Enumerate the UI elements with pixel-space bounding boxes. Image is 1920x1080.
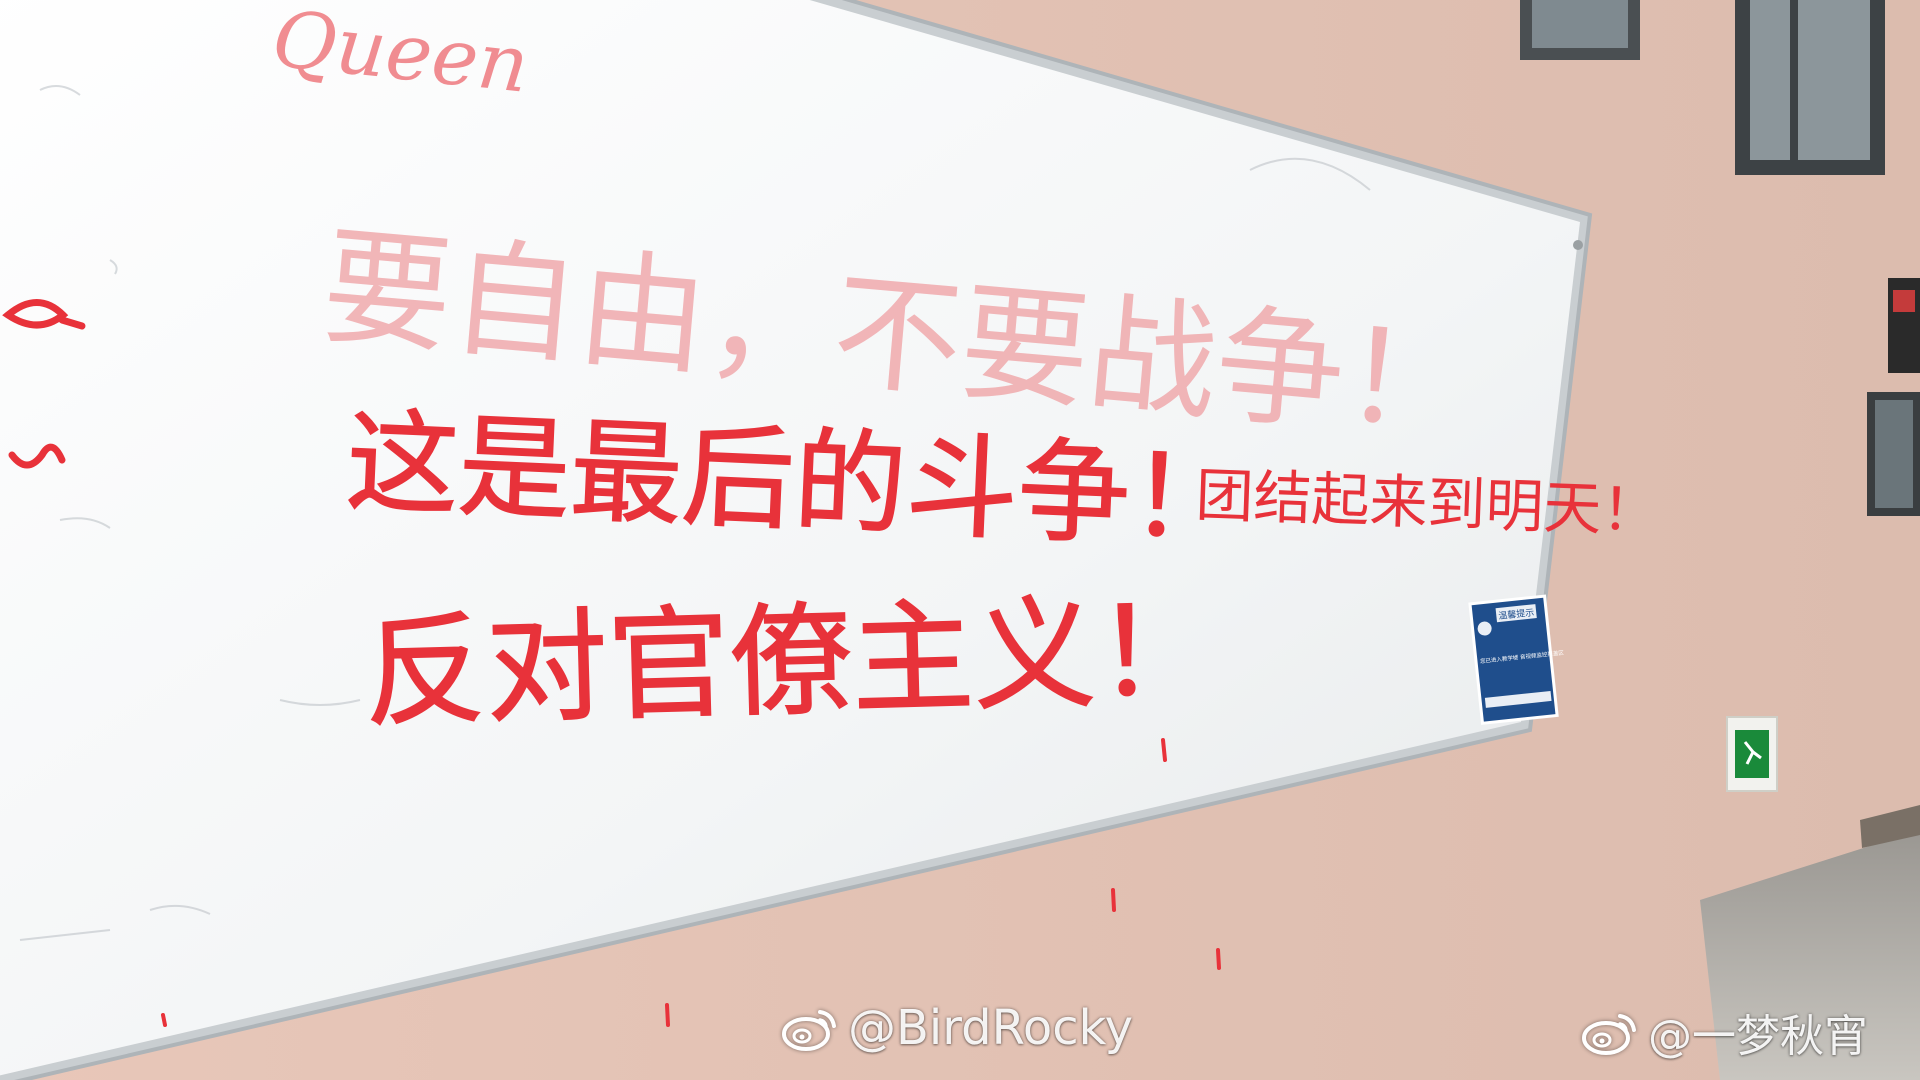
floor bbox=[1700, 830, 1920, 1080]
sign-heading: 温馨提示 bbox=[1498, 606, 1535, 622]
watermark-handle: @BirdRocky bbox=[848, 1000, 1134, 1056]
slogan-line-1-small: 团结起来到明天！ bbox=[1195, 461, 1661, 545]
weibo-icon bbox=[782, 1010, 836, 1051]
watermark-1: @BirdRocky bbox=[780, 1000, 1133, 1056]
watermark-2: @一梦秋宵 bbox=[1580, 1000, 1868, 1064]
board-screw bbox=[1573, 240, 1583, 250]
board-smudges bbox=[19, 85, 1371, 941]
left-red-marks bbox=[2, 299, 86, 469]
whiteboard bbox=[0, 0, 1580, 1076]
baseboard bbox=[1860, 805, 1920, 848]
weibo-icon bbox=[1582, 1014, 1636, 1055]
camera-icon bbox=[1477, 621, 1492, 636]
wall-devices bbox=[1867, 278, 1920, 516]
window-frames bbox=[1520, 0, 1885, 175]
watermark-handle: @一梦秋宵 bbox=[1648, 1011, 1868, 1062]
slogan-line-2: 反对官僚主义！ bbox=[362, 580, 1219, 744]
red-drips bbox=[161, 738, 1221, 1027]
exit-sign bbox=[1726, 716, 1778, 792]
running-man-icon bbox=[1743, 741, 1762, 765]
surveillance-sign: 温馨提示 您已进入教学楼 音视频监控覆盖区 bbox=[1468, 594, 1565, 725]
